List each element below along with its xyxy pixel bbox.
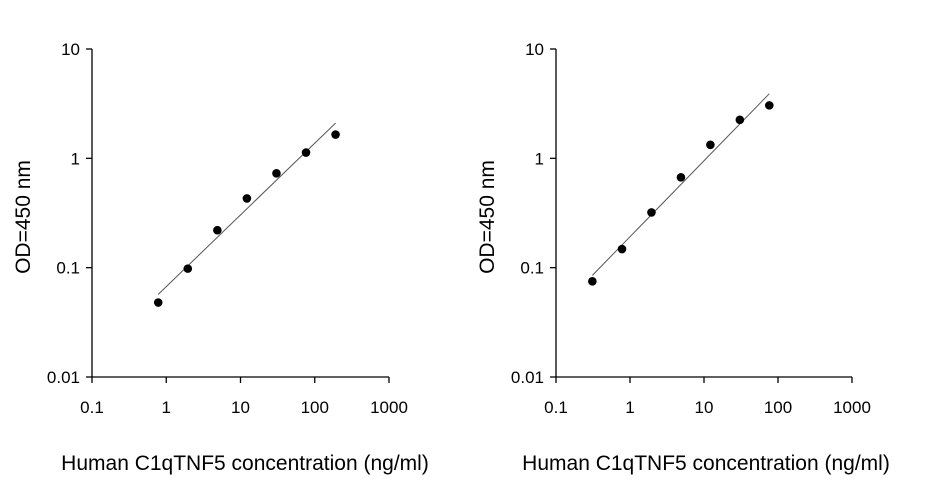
data-point — [183, 264, 193, 273]
y-axis-title: OD=450 nm — [476, 160, 499, 274]
data-point — [588, 277, 597, 286]
x-tick-label: 10 — [231, 398, 250, 417]
data-point — [735, 115, 745, 125]
y-tick-label: 10 — [61, 40, 80, 59]
x-tick-label: 0.1 — [80, 398, 104, 417]
data-point — [617, 244, 627, 254]
data-point — [213, 225, 222, 235]
x-tick-label: 1000 — [833, 398, 871, 417]
data-point — [301, 148, 311, 157]
y-tick-label: 0.01 — [511, 368, 544, 387]
x-tick-label: 1 — [625, 398, 634, 417]
y-tick-label: 10 — [525, 40, 544, 59]
y-tick-label: 1 — [71, 149, 80, 168]
data-point — [647, 208, 656, 217]
x-tick-label: 1000 — [370, 398, 408, 417]
x-tick-label: 0.1 — [544, 398, 568, 417]
y-tick-label: 0.01 — [47, 368, 80, 387]
data-point — [242, 194, 252, 203]
y-axis-title: OD=450 nm — [12, 160, 35, 274]
data-point — [153, 298, 163, 307]
x-axis-title: Human C1qTNF5 concentration (ng/ml) — [61, 452, 429, 475]
y-tick-label: 0.1 — [56, 259, 80, 278]
y-tick-label: 0.1 — [520, 259, 544, 278]
x-tick-label: 100 — [301, 398, 329, 417]
x-tick-label: 100 — [764, 398, 792, 417]
data-point — [676, 173, 686, 182]
y-tick-label: 1 — [535, 149, 544, 168]
x-tick-label: 10 — [695, 398, 714, 417]
x-axis-title: Human C1qTNF5 concentration (ng/ml) — [522, 452, 890, 475]
x-tick-label: 1 — [162, 398, 171, 417]
data-point — [272, 168, 281, 178]
data-point — [706, 140, 715, 150]
data-point — [765, 101, 774, 110]
data-point — [331, 130, 340, 139]
